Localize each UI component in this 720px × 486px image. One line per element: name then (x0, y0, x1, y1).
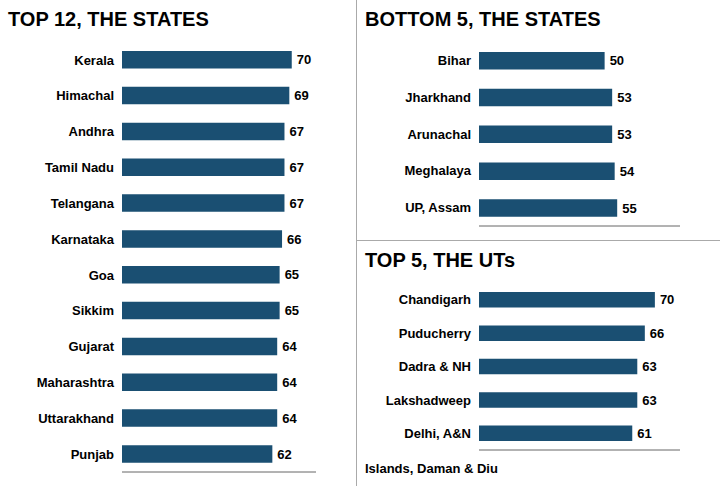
html-text:TOP 12, THE STATES: TOP 12, THE STATES (8, 8, 209, 30)
svg-text:67: 67 (289, 124, 303, 139)
svg-text:64: 64 (282, 411, 297, 426)
svg-text:Gujarat: Gujarat (68, 339, 114, 354)
html-text:TOP 5, THE UTs: TOP 5, THE UTs (365, 249, 515, 271)
svg-text:Uttarakhand: Uttarakhand (38, 411, 114, 426)
svg-text:53: 53 (617, 90, 631, 105)
svg-text:67: 67 (289, 196, 303, 211)
svg-text:Dadra & NH: Dadra & NH (399, 359, 471, 374)
svg-text:54: 54 (620, 164, 635, 179)
svg-text:Karnataka: Karnataka (51, 232, 115, 247)
svg-text:Goa: Goa (89, 268, 115, 283)
svg-text:55: 55 (622, 201, 636, 216)
svg-text:70: 70 (660, 292, 674, 307)
svg-text:Kerala: Kerala (74, 53, 115, 68)
svg-text:70: 70 (297, 52, 311, 67)
svg-text:Punjab: Punjab (71, 447, 114, 462)
svg-text:66: 66 (287, 232, 301, 247)
svg-text:64: 64 (282, 375, 297, 390)
svg-text:UP, Assam: UP, Assam (405, 200, 471, 215)
svg-text:Meghalaya: Meghalaya (405, 163, 472, 178)
svg-text:Bihar: Bihar (438, 53, 471, 68)
svg-text:50: 50 (610, 53, 624, 68)
svg-text:Andhra: Andhra (69, 124, 115, 139)
svg-text:Jharkhand: Jharkhand (405, 90, 471, 105)
svg-text:66: 66 (650, 326, 664, 341)
svg-text:Maharashtra: Maharashtra (37, 375, 115, 390)
svg-text:61: 61 (637, 426, 651, 441)
svg-text:Sikkim: Sikkim (72, 303, 114, 318)
svg-text:63: 63 (642, 359, 656, 374)
svg-text:Arunachal: Arunachal (407, 127, 471, 142)
svg-text:Tamil Nadu: Tamil Nadu (45, 160, 114, 175)
svg-text:62: 62 (277, 447, 291, 462)
svg-text:67: 67 (289, 160, 303, 175)
svg-text:64: 64 (282, 339, 297, 354)
html-text:BOTTOM 5, THE STATES: BOTTOM 5, THE STATES (365, 8, 601, 30)
svg-text:Himachal: Himachal (56, 88, 114, 103)
html-text:Islands, Daman & Diu: Islands, Daman & Diu (365, 461, 498, 476)
svg-text:Lakshadweep: Lakshadweep (386, 393, 471, 408)
svg-text:Puducherry: Puducherry (399, 326, 472, 341)
svg-text:53: 53 (617, 127, 631, 142)
svg-text:Chandigarh: Chandigarh (399, 292, 471, 307)
svg-text:65: 65 (285, 267, 299, 282)
svg-text:69: 69 (294, 88, 308, 103)
svg-text:Delhi, A&N: Delhi, A&N (404, 426, 471, 441)
svg-text:63: 63 (642, 393, 656, 408)
svg-text:65: 65 (285, 303, 299, 318)
svg-text:Telangana: Telangana (51, 196, 115, 211)
